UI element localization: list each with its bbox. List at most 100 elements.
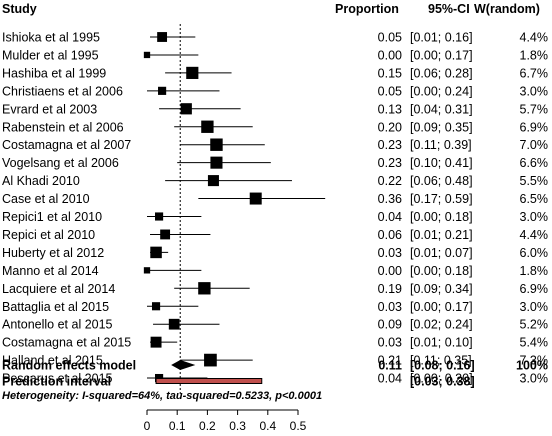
weight-value: 3.0% <box>520 372 549 386</box>
weight-value: 5.2% <box>520 318 549 332</box>
ci-value: [0.09; 0.35] <box>410 120 473 134</box>
weight-square <box>143 267 151 274</box>
proportion-value: 0.21 <box>378 354 402 368</box>
weight-square <box>198 282 211 295</box>
study-name: Costamagna et al 2007 <box>2 138 131 152</box>
weight-value: 6.6% <box>520 156 549 170</box>
proportion-value: 0.06 <box>378 228 402 242</box>
proportion-value: 0.36 <box>378 192 402 206</box>
proportion-value: 0.04 <box>378 210 402 224</box>
ci-value: [0.17; 0.59] <box>410 192 473 206</box>
weight-value: 6.9% <box>520 282 549 296</box>
ci-value: [0.02; 0.24] <box>410 318 473 332</box>
summary-ci: [0.08; 0.16] <box>410 359 475 373</box>
study-name: Repici et al 2010 <box>2 228 95 242</box>
proportion-value: 0.03 <box>378 300 402 314</box>
ci-value: [0.00; 0.24] <box>410 84 473 98</box>
study-name: Mulder et al 1995 <box>2 48 99 62</box>
x-axis: 0 0.1 0.2 0.3 0.4 0.5 <box>144 409 307 433</box>
study-name: Vogelsang et al 2006 <box>2 156 119 170</box>
weight-square <box>249 192 262 205</box>
ci-value: [0.00; 0.20] <box>410 372 473 386</box>
proportion-value: 0.00 <box>378 264 402 278</box>
proportion-value: 0.23 <box>378 138 402 152</box>
prediction-bar <box>155 378 263 384</box>
proportion-value: 0.05 <box>378 84 402 98</box>
ci-value: [0.11; 0.39] <box>410 138 472 152</box>
summary-diamond <box>171 360 196 370</box>
proportion-value: 0.23 <box>378 156 402 170</box>
weight-square <box>186 66 199 79</box>
ci-value: [0.01; 0.07] <box>410 246 473 260</box>
study-name: Evrard et al 2003 <box>2 102 97 116</box>
weight-value: 4.4% <box>520 228 549 242</box>
axis-tick-label: 0.3 <box>229 419 246 433</box>
axis-tick-label: 0.5 <box>290 419 307 433</box>
proportion-value: 0.03 <box>378 336 402 350</box>
study-name: Pescarus et al 2015 <box>2 372 113 386</box>
ci-value: [0.00; 0.17] <box>410 300 473 314</box>
ci-value: [0.11; 0.35] <box>410 354 472 368</box>
header-ci: 95%-CI <box>428 2 470 16</box>
ci-value: [0.00; 0.18] <box>410 210 473 224</box>
weight-square <box>157 32 168 42</box>
ci-value: [0.01; 0.21] <box>410 228 473 242</box>
ci-value: [0.04; 0.31] <box>410 102 473 116</box>
summary-section: Random effects model 0.11 [0.08; 0.16] 100%… <box>2 359 548 403</box>
proportion-value: 0.15 <box>378 66 402 80</box>
weight-value: 6.9% <box>520 120 549 134</box>
weight-square <box>151 302 161 311</box>
weight-value: 3.0% <box>520 84 549 98</box>
header-study: Study <box>2 2 37 16</box>
weight-square <box>143 51 151 59</box>
weight-square <box>160 229 171 240</box>
weight-value: 6.5% <box>520 192 549 206</box>
weight-square <box>201 120 214 133</box>
ci-value: [0.06; 0.48] <box>410 174 473 188</box>
ci-value: [0.01; 0.16] <box>410 31 473 45</box>
weight-value: 4.4% <box>520 31 549 45</box>
weight-square <box>155 212 164 221</box>
weight-value: 6.7% <box>520 66 549 80</box>
proportion-value: 0.20 <box>378 120 402 134</box>
proportion-value: 0.00 <box>378 48 402 62</box>
weight-square <box>204 353 217 367</box>
weight-value: 5.7% <box>520 102 549 116</box>
study-name: Christiaens et al 2006 <box>2 84 123 98</box>
study-name: Ishioka et al 1995 <box>2 31 100 45</box>
study-name: Al Khadi 2010 <box>2 174 80 188</box>
heterogeneity-text: Heterogeneity: I-squared=64%, tau-square… <box>2 390 322 402</box>
study-name: Manno et al 2014 <box>2 264 99 278</box>
axis-tick-label: 0.4 <box>259 419 276 433</box>
ci-value: [0.09; 0.34] <box>410 282 473 296</box>
weight-value: 1.8% <box>520 264 549 278</box>
weight-square <box>150 246 162 259</box>
study-name: Halland et al 2015 <box>2 354 103 368</box>
weight-square <box>158 86 167 95</box>
axis-tick-label: 0.2 <box>199 419 216 433</box>
weight-value: 7.0% <box>520 138 549 152</box>
weight-square <box>207 175 219 187</box>
summary-proportion: 0.11 <box>378 359 402 373</box>
study-name: Rabenstein et al 2006 <box>2 120 124 134</box>
axis-tick-label: 0.1 <box>169 419 186 433</box>
summary-name: Random effects model <box>2 359 136 373</box>
weight-square <box>210 138 223 151</box>
axis-tick-label: 0 <box>144 419 151 433</box>
study-name: Lacquiere et al 2014 <box>2 282 115 296</box>
proportion-value: 0.04 <box>378 372 402 386</box>
ci-value: [0.00; 0.17] <box>410 48 473 62</box>
ci-value: [0.00; 0.18] <box>410 264 473 278</box>
prediction-name: Prediction interval <box>2 375 111 389</box>
weight-value: 3.0% <box>520 300 549 314</box>
study-name: Hashiba et al 1999 <box>2 66 106 80</box>
study-name: Case et al 2010 <box>2 192 90 206</box>
proportion-value: 0.09 <box>378 318 402 332</box>
header-proportion: Proportion <box>335 2 399 16</box>
proportion-value: 0.22 <box>378 174 402 188</box>
weight-square <box>168 318 180 330</box>
weight-value: 3.0% <box>520 210 549 224</box>
weight-value: 5.4% <box>520 336 549 350</box>
study-name: Battaglia et al 2015 <box>2 300 109 314</box>
weight-value: 6.0% <box>520 246 549 260</box>
